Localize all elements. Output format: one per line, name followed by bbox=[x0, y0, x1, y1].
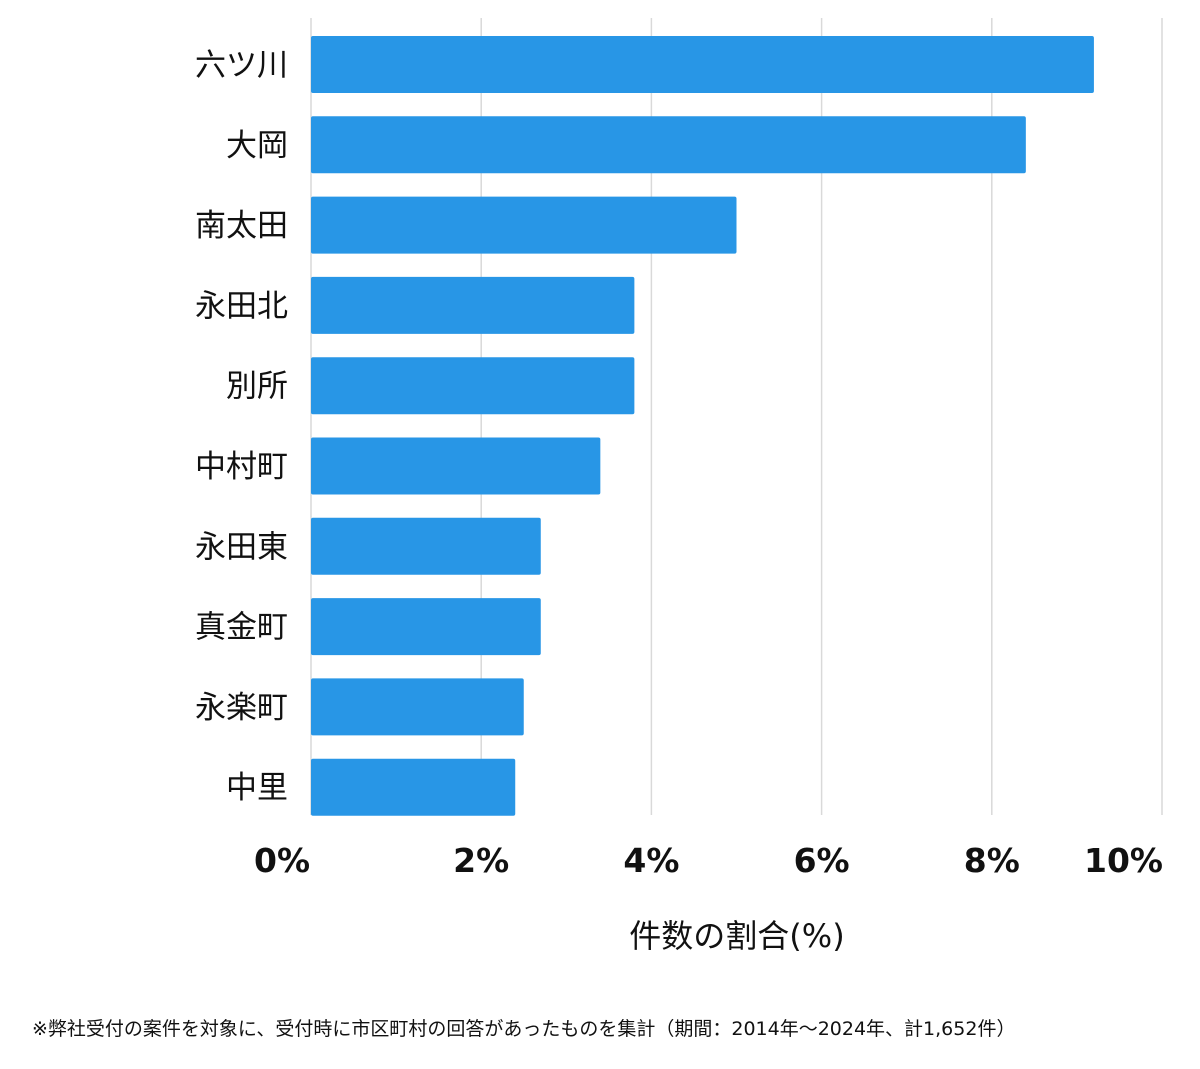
category-label: 別所 bbox=[226, 369, 288, 405]
bar bbox=[311, 276, 635, 334]
category-label: 南太田 bbox=[195, 208, 288, 244]
bar bbox=[311, 437, 601, 495]
category-label: 永田北 bbox=[195, 288, 288, 324]
category-label: 中里 bbox=[226, 770, 288, 806]
bar bbox=[311, 116, 1026, 174]
bar bbox=[311, 598, 541, 656]
category-label: 六ツ川 bbox=[195, 48, 288, 84]
bar bbox=[311, 758, 516, 816]
category-label: 大岡 bbox=[226, 128, 288, 164]
bar bbox=[311, 517, 541, 575]
x-tick-label: 2% bbox=[453, 841, 509, 880]
x-tick-labels: 0% 2% 4% 6% 8% 10% bbox=[254, 841, 1163, 880]
bar bbox=[311, 678, 524, 736]
bars bbox=[311, 36, 1094, 816]
category-label: 永田東 bbox=[195, 529, 288, 565]
x-tick-label: 8% bbox=[964, 841, 1020, 880]
category-label: 真金町 bbox=[195, 610, 288, 646]
x-tick-label: 6% bbox=[794, 841, 850, 880]
category-label: 永楽町 bbox=[195, 690, 288, 726]
bar bbox=[311, 357, 635, 415]
x-tick-label: 10% bbox=[1084, 841, 1163, 880]
bar bbox=[311, 36, 1094, 93]
category-label: 中村町 bbox=[195, 449, 288, 485]
x-axis-title: 件数の割合(%) bbox=[629, 917, 844, 955]
bar bbox=[311, 196, 737, 254]
footnote: ※弊社受付の案件を対象に、受付時に市区町村の回答があったものを集計（期間：201… bbox=[32, 1018, 1016, 1040]
x-tick-label: 4% bbox=[623, 841, 679, 880]
x-tick-label: 0% bbox=[254, 841, 310, 880]
